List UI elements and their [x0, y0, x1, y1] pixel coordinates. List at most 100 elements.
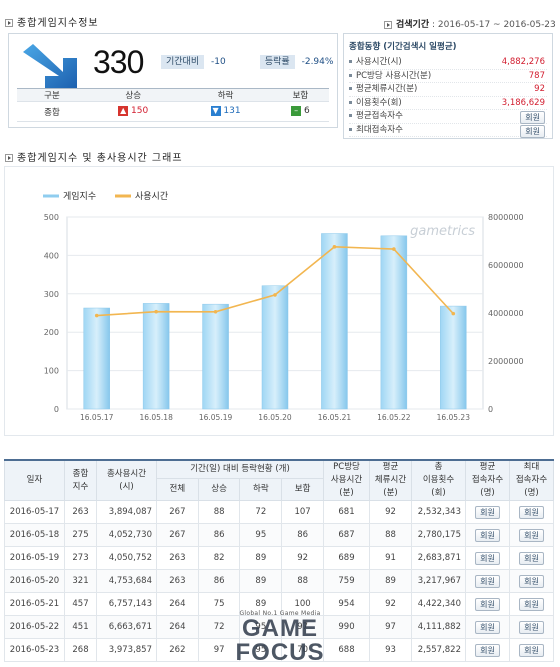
- x-tick-label: 16.05.22: [377, 413, 411, 422]
- member-button[interactable]: 회원: [475, 574, 500, 588]
- rate-label: 등락률: [259, 55, 295, 69]
- trend-item: 평균체류시간(분) 92: [349, 83, 547, 97]
- bar: [142, 303, 170, 410]
- member-button[interactable]: 회원: [519, 620, 544, 634]
- table-cell: 2016-05-21: [4, 592, 65, 616]
- down-arrow-icon: [23, 44, 77, 90]
- x-tick-label: 16.05.23: [437, 413, 471, 422]
- member-cell: 회원: [465, 546, 510, 570]
- table-cell: 264: [156, 615, 199, 639]
- member-cell: 회원: [465, 638, 510, 662]
- member-button[interactable]: 회원: [519, 551, 544, 565]
- table-cell: 263: [156, 569, 199, 593]
- member-cell: 회원: [509, 523, 554, 547]
- bar: [380, 235, 408, 410]
- member-cell: 회원: [465, 592, 510, 616]
- member-cell: 회원: [465, 500, 510, 524]
- x-tick-label: 16.05.20: [258, 413, 292, 422]
- y-tick-label: 400: [44, 251, 59, 260]
- y-tick-label: 0: [54, 405, 59, 414]
- table-cell: 86: [197, 569, 241, 593]
- y-tick-label: 300: [44, 290, 59, 299]
- table-cell: 2016-05-23: [4, 638, 65, 662]
- y2-tick-label: 6000000: [488, 261, 524, 270]
- line-point: [332, 245, 337, 249]
- gametrics-logo: gametrics: [410, 224, 475, 239]
- col-header-all: 전체: [156, 477, 199, 502]
- bar: [202, 303, 229, 410]
- member-button[interactable]: 회원: [519, 597, 544, 611]
- line-point: [213, 309, 218, 314]
- table-cell: 92: [369, 592, 412, 616]
- member-button[interactable]: 회원: [475, 643, 500, 657]
- table-cell: 2,557,822: [411, 638, 466, 662]
- table-cell: 6,757,143: [96, 592, 157, 616]
- bar: [83, 307, 110, 410]
- col-header-flat: 보합: [281, 477, 324, 502]
- member-button[interactable]: 회원: [475, 528, 500, 542]
- trend-item: 사용시간(시) 4,882,276: [349, 56, 547, 70]
- index-value: 330: [93, 44, 144, 80]
- period-label: 검색기간 : 2016-05-17 ~ 2016-05-23: [384, 17, 556, 30]
- trend-item: 평균접속자수 회원: [349, 110, 547, 124]
- bullet-dot-icon: [349, 114, 352, 117]
- table-cell: 4,753,684: [96, 569, 157, 593]
- member-button[interactable]: 회원: [519, 574, 544, 588]
- x-tick-label: 16.05.17: [80, 413, 114, 422]
- table-cell: 264: [156, 592, 199, 616]
- member-button[interactable]: 회원: [475, 505, 500, 519]
- table-cell: 93: [369, 638, 412, 662]
- change-label: 기간대비: [161, 55, 205, 69]
- col-header-up: 상승: [197, 477, 241, 502]
- y-tick-label: 200: [44, 328, 59, 337]
- table-row: 2016-05-20 321 4,753,684 263 86 89 88 759 89 3,21…: [4, 569, 554, 593]
- trend-item-label: 이용횟수(회): [356, 97, 402, 108]
- bullet-icon: [384, 20, 392, 29]
- summary-header-0: 구분: [44, 91, 60, 101]
- trend-item: 이용횟수(회) 3,186,629: [349, 97, 547, 110]
- col-header-change: 기간(일) 대비 등락현황 (개): [156, 459, 324, 479]
- down-cell: ▼ 131: [179, 102, 271, 122]
- member-button[interactable]: 회원: [519, 643, 544, 657]
- line-point: [94, 313, 99, 318]
- trend-item-label: 최대접속자수: [356, 124, 403, 135]
- table-cell: 3,894,087: [96, 500, 157, 524]
- bullet-icon: [5, 19, 13, 27]
- table-cell: 2,683,871: [411, 546, 466, 570]
- table-cell: 95: [239, 638, 283, 662]
- col-header-visits: 총 이용횟수 (회): [411, 459, 466, 501]
- table-cell: 4,422,340: [411, 592, 466, 616]
- x-tick-label: 16.05.21: [318, 413, 352, 422]
- member-button[interactable]: 회원: [520, 124, 545, 138]
- summary-header-1: 상승: [125, 91, 142, 101]
- member-cell: 회원: [509, 638, 554, 662]
- table-cell: 990: [323, 615, 370, 639]
- member-button[interactable]: 회원: [519, 528, 544, 542]
- member-button[interactable]: 회원: [475, 551, 500, 565]
- member-cell: 회원: [509, 500, 554, 524]
- table-cell: 88: [281, 569, 324, 593]
- table-cell: 91: [369, 546, 412, 570]
- trend-title: 종합동향 (기간검색시 일평균): [349, 42, 457, 52]
- y2-tick-label: 0: [488, 405, 493, 414]
- y2-tick-label: 4000000: [488, 309, 524, 318]
- col-header-stay-time: 평균 체류시간 (분): [369, 459, 412, 501]
- member-button[interactable]: 회원: [475, 597, 500, 611]
- member-cell: 회원: [509, 569, 554, 593]
- trend-item-value: 92: [534, 84, 545, 94]
- table-cell: 86: [281, 523, 324, 547]
- member-button[interactable]: 회원: [520, 111, 545, 124]
- table-row: 2016-05-21 457 6,757,143 264 75 89 100 954 92 4,4…: [4, 592, 554, 616]
- table-row: 2016-05-17 263 3,894,087 267 88 72 107 681 92 2,5…: [4, 500, 554, 524]
- summary-header-2: 하락: [217, 91, 234, 101]
- line-point: [273, 293, 277, 297]
- member-cell: 회원: [509, 592, 554, 616]
- table-cell: 92: [281, 546, 324, 570]
- up-cell: ▲ 150: [87, 102, 179, 122]
- table-cell: 2,532,343: [411, 500, 466, 524]
- col-header-max-users: 최대 접속자수 (명): [509, 459, 554, 501]
- member-button[interactable]: 회원: [475, 620, 500, 634]
- table-cell: 100: [281, 592, 324, 616]
- trend-item-label: 사용시간(시): [356, 57, 402, 67]
- member-button[interactable]: 회원: [519, 505, 544, 519]
